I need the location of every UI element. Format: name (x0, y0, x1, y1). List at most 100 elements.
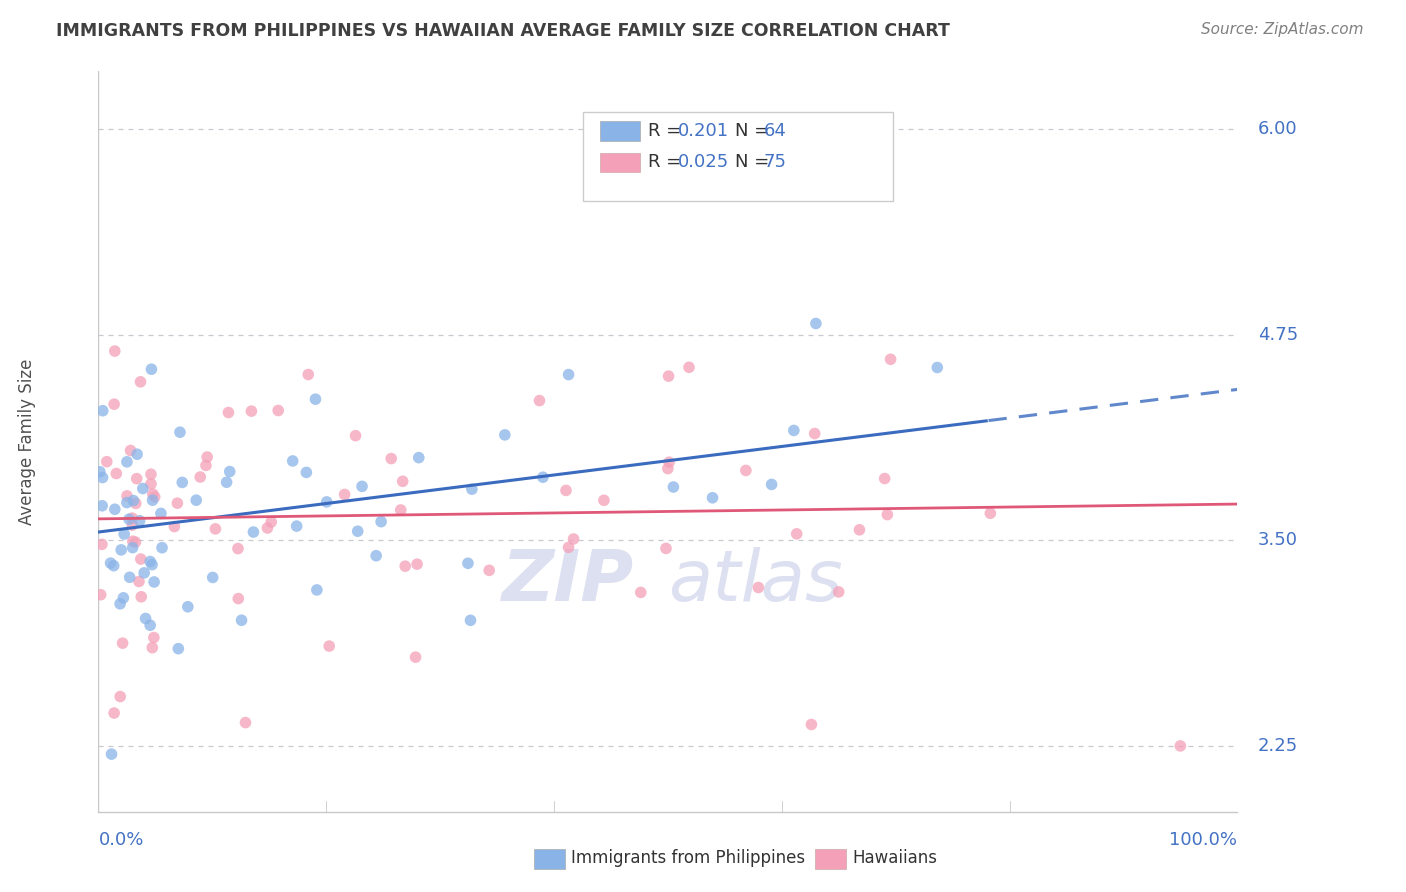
Point (678, 360, 700, 375)
Point (105, 467, 128, 481)
Point (555, 483, 578, 498)
Text: 100.0%: 100.0% (1170, 831, 1237, 849)
Point (128, 514, 150, 528)
Point (142, 487, 165, 501)
Point (702, 491, 724, 505)
Point (350, 479, 373, 493)
Point (783, 424, 806, 438)
Point (662, 480, 685, 494)
Point (346, 524, 368, 539)
Text: 3.50: 3.50 (1258, 532, 1298, 549)
Point (115, 495, 138, 509)
Point (100, 556, 122, 570)
Point (800, 717, 823, 731)
Text: R =: R = (648, 153, 688, 171)
Point (344, 428, 367, 442)
Point (242, 524, 264, 539)
Point (979, 506, 1001, 520)
Point (394, 559, 416, 574)
Point (281, 454, 304, 468)
Point (366, 549, 388, 563)
Text: 0.0%: 0.0% (98, 831, 143, 849)
Point (194, 458, 217, 473)
Text: Immigrants from Philippines: Immigrants from Philippines (571, 849, 806, 867)
Point (139, 476, 162, 491)
Point (108, 690, 131, 704)
Point (177, 599, 200, 614)
Point (217, 405, 239, 419)
Point (100, 747, 122, 761)
Point (135, 611, 157, 625)
Point (1170, 739, 1192, 753)
Point (531, 470, 554, 484)
Point (122, 493, 145, 508)
Point (786, 526, 808, 541)
Point (195, 450, 218, 464)
Point (879, 352, 901, 367)
Point (141, 362, 163, 376)
Point (166, 496, 188, 510)
Point (103, 706, 125, 720)
Point (167, 641, 190, 656)
Point (380, 451, 402, 466)
Point (478, 563, 501, 577)
Point (267, 403, 290, 417)
Text: IMMIGRANTS FROM PHILIPPINES VS HAWAIIAN AVERAGE FAMILY SIZE CORRELATION CHART: IMMIGRANTS FROM PHILIPPINES VS HAWAIIAN … (56, 22, 950, 40)
Point (201, 570, 224, 584)
Text: 4.75: 4.75 (1258, 326, 1298, 343)
Point (285, 519, 308, 533)
Point (389, 503, 412, 517)
Point (304, 392, 326, 406)
Point (318, 639, 340, 653)
Point (108, 597, 131, 611)
Point (118, 512, 141, 526)
Text: Average Family Size: Average Family Size (18, 359, 35, 524)
Text: 75: 75 (763, 153, 786, 171)
Point (115, 455, 138, 469)
Point (96, 455, 118, 469)
Point (132, 482, 155, 496)
Point (139, 467, 162, 482)
Point (129, 375, 152, 389)
Point (630, 585, 652, 599)
Point (128, 574, 150, 589)
Text: 64: 64 (763, 122, 786, 140)
Point (231, 613, 253, 627)
Text: 0.025: 0.025 (678, 153, 728, 171)
Text: atlas: atlas (668, 547, 842, 615)
Point (457, 556, 479, 570)
Point (557, 368, 579, 382)
Point (927, 360, 949, 375)
Point (124, 535, 146, 549)
Point (803, 426, 825, 441)
Point (188, 470, 211, 484)
Point (125, 472, 148, 486)
Point (305, 582, 328, 597)
Point (658, 455, 681, 469)
Point (658, 369, 681, 384)
Point (593, 493, 616, 508)
Point (256, 521, 278, 535)
Text: 0.201: 0.201 (678, 122, 728, 140)
Point (735, 463, 758, 477)
Text: 2.25: 2.25 (1258, 737, 1298, 755)
Point (163, 519, 186, 533)
Text: N =: N = (735, 122, 775, 140)
Point (150, 541, 173, 555)
Point (235, 715, 257, 730)
Point (90, 588, 112, 602)
Point (828, 585, 851, 599)
Point (115, 489, 138, 503)
Point (218, 465, 240, 479)
Point (91, 499, 114, 513)
Point (562, 532, 585, 546)
Point (204, 522, 226, 536)
Point (139, 618, 162, 632)
Point (747, 581, 769, 595)
Point (370, 515, 392, 529)
Point (89, 465, 111, 479)
Point (315, 495, 337, 509)
Point (557, 541, 579, 555)
Point (121, 511, 143, 525)
Point (460, 613, 482, 627)
